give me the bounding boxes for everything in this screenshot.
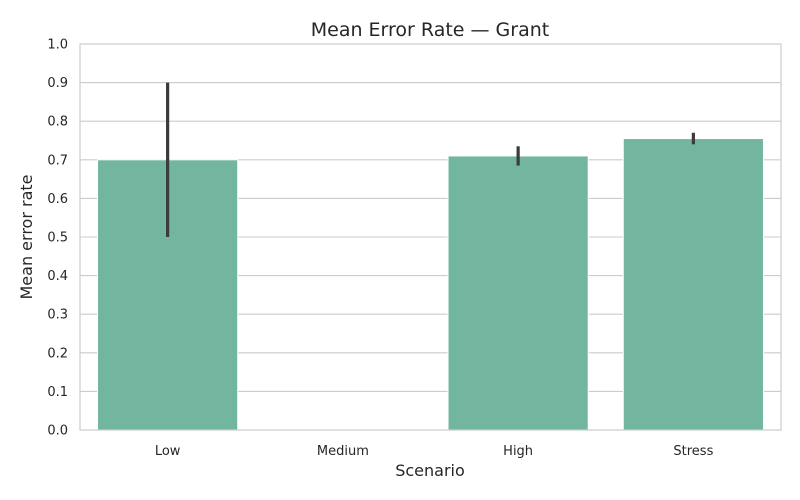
x-tick-label: Stress — [673, 444, 713, 459]
y-tick-label: 0.3 — [47, 308, 68, 323]
y-tick-label: 0.8 — [47, 115, 68, 130]
y-tick-label: 0.5 — [47, 231, 68, 246]
bars — [97, 138, 764, 431]
y-tick-label: 0.0 — [47, 424, 68, 439]
y-axis-label: Mean error rate — [17, 175, 36, 300]
x-tick-label: High — [503, 444, 533, 459]
x-tick-label: Medium — [317, 444, 369, 459]
plot-frame — [79, 43, 782, 431]
y-tick-label: 0.2 — [47, 346, 68, 361]
error-bars — [166, 82, 695, 237]
chart-title: Mean Error Rate — Grant — [311, 19, 549, 41]
y-tick-label: 0.4 — [47, 269, 68, 284]
y-tick-label: 0.7 — [47, 153, 68, 168]
y-tick-label: 1.0 — [47, 38, 68, 53]
x-axis-label: Scenario — [395, 461, 465, 480]
y-tick-label: 0.9 — [47, 76, 68, 91]
y-tick-label: 0.6 — [47, 192, 68, 207]
y-tick-label: 0.1 — [47, 385, 68, 400]
x-tick-labels: Low Medium High Stress — [155, 444, 714, 459]
bar-high — [447, 155, 589, 431]
x-tick-label: Low — [155, 444, 181, 459]
bar-stress — [622, 138, 764, 431]
y-tick-labels: 0.0 0.1 0.2 0.3 0.4 0.5 0.6 0.7 0.8 0.9 1.0 — [47, 38, 68, 439]
